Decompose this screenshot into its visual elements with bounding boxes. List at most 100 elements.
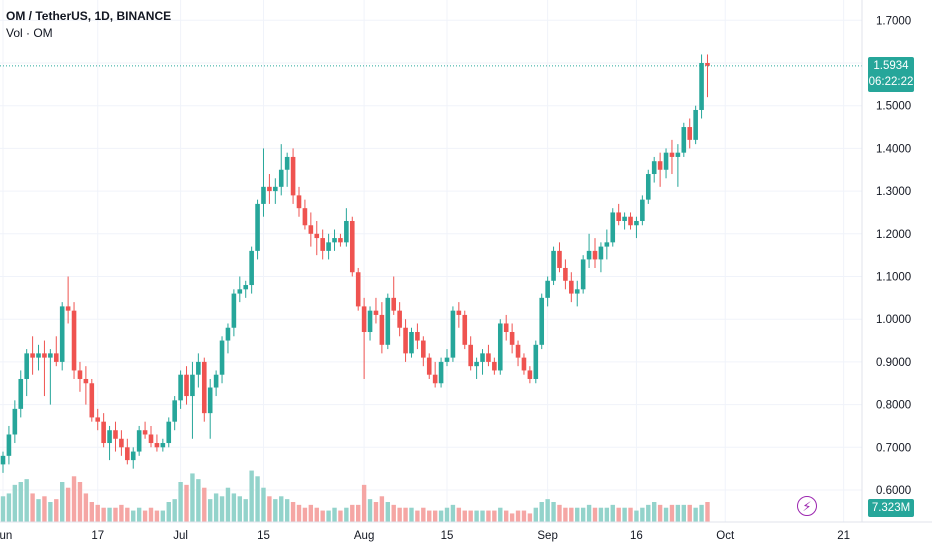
price-tick-label: 0.6000 <box>876 485 911 497</box>
volume-bar <box>610 504 615 522</box>
volume-bar <box>172 499 177 522</box>
time-tick-label: 21 <box>837 530 850 542</box>
candle-body <box>278 169 284 187</box>
candle-body <box>509 332 515 345</box>
volume-bar <box>462 510 467 522</box>
volume-bar <box>60 482 65 522</box>
volume-bar <box>415 510 420 522</box>
candle-body <box>622 216 627 221</box>
candle-body <box>101 421 106 444</box>
volume-bar <box>196 479 201 522</box>
time-tick-label: Oct <box>716 530 735 542</box>
volume-bar <box>332 507 337 522</box>
volume-bar <box>545 499 550 522</box>
candle-body <box>616 212 621 221</box>
volume-bar <box>480 510 485 522</box>
symbol-title[interactable]: OM / TetherUS, 1D, BINANCE <box>6 9 172 23</box>
volume-bar <box>356 504 361 522</box>
volume-bar <box>284 499 290 522</box>
candle-body <box>201 361 207 414</box>
candle-body <box>349 220 355 273</box>
volume-bar <box>444 507 450 522</box>
volume-bar <box>24 479 29 522</box>
volume-indicator-title[interactable]: Vol · OM <box>6 26 53 40</box>
candle-body <box>225 327 231 341</box>
volume-bar <box>225 487 231 522</box>
lightning-bolt-icon[interactable]: ⚡︎ <box>797 496 817 516</box>
candle-body <box>166 421 172 444</box>
price-tick-label: 1.0000 <box>876 314 911 326</box>
price-tick-label: 1.3000 <box>876 186 911 198</box>
price-tick-label: 1.5000 <box>876 101 911 113</box>
volume-bar <box>575 507 580 522</box>
candle-body <box>255 203 260 251</box>
volume-bar <box>705 502 710 522</box>
candle-body <box>385 297 391 345</box>
volume-bar <box>160 510 166 522</box>
time-tick-label: Jun <box>0 530 12 542</box>
volume-bar <box>504 510 509 522</box>
candle-body <box>681 127 687 153</box>
candle-body <box>515 344 521 358</box>
volume-bar <box>450 504 456 522</box>
candle-body <box>172 400 177 422</box>
volume-bar <box>551 502 556 522</box>
volume-bar <box>261 487 266 522</box>
volume-bar <box>344 507 349 522</box>
candle-body <box>59 306 65 362</box>
volume-bar <box>687 504 692 522</box>
time-axis[interactable]: Jun 17 Jul 15 Aug 15 Sep 16 Oct 21 <box>0 530 850 542</box>
candle-body <box>610 212 616 243</box>
candle-body <box>438 361 444 384</box>
volume-bar <box>628 507 633 522</box>
volume-bar <box>148 507 154 522</box>
candle-body <box>580 259 586 290</box>
candle-body <box>421 340 426 358</box>
candle-body <box>551 250 556 281</box>
candle-body <box>6 434 12 456</box>
candle-body <box>592 250 598 260</box>
candle-body <box>314 233 320 239</box>
volume-bar <box>361 484 367 522</box>
volume-bar <box>243 499 248 522</box>
candle-body <box>705 63 710 66</box>
volume-bar <box>95 504 100 522</box>
volume-bar <box>71 476 77 522</box>
volume-bar <box>36 499 41 522</box>
volume-bar <box>646 504 651 522</box>
volume-bar <box>616 507 621 522</box>
volume-bar <box>640 507 645 522</box>
volume-bar <box>397 507 402 522</box>
candle-body <box>142 430 148 435</box>
candle-body <box>65 306 71 311</box>
candle-body <box>367 310 373 333</box>
volume-bar <box>107 507 112 522</box>
volume-bar <box>326 510 331 522</box>
volume-bar <box>586 504 592 522</box>
volume-bar <box>539 502 544 522</box>
volume-bar <box>119 504 124 522</box>
volume-bar <box>657 504 663 522</box>
candle-body <box>18 378 24 409</box>
volume-bar <box>219 496 225 522</box>
candle-body <box>403 327 408 354</box>
volume-bar <box>184 484 189 522</box>
volume-bar <box>314 507 319 522</box>
volume-bar <box>237 496 242 522</box>
volume-bar <box>663 507 669 522</box>
candle-body <box>326 242 331 251</box>
candle-body <box>468 344 473 367</box>
volume-bar <box>154 510 160 522</box>
candle-body <box>693 109 698 140</box>
volume-bars <box>0 470 710 522</box>
candle-body <box>130 451 136 461</box>
volume-bar <box>320 510 325 522</box>
candle-body <box>178 374 183 401</box>
volume-bar <box>142 510 148 522</box>
volume-bar <box>515 510 521 522</box>
candle-body <box>563 267 568 281</box>
price-tick-label: 0.8000 <box>876 400 911 412</box>
candle-body <box>261 186 266 204</box>
candle-body <box>533 344 539 379</box>
